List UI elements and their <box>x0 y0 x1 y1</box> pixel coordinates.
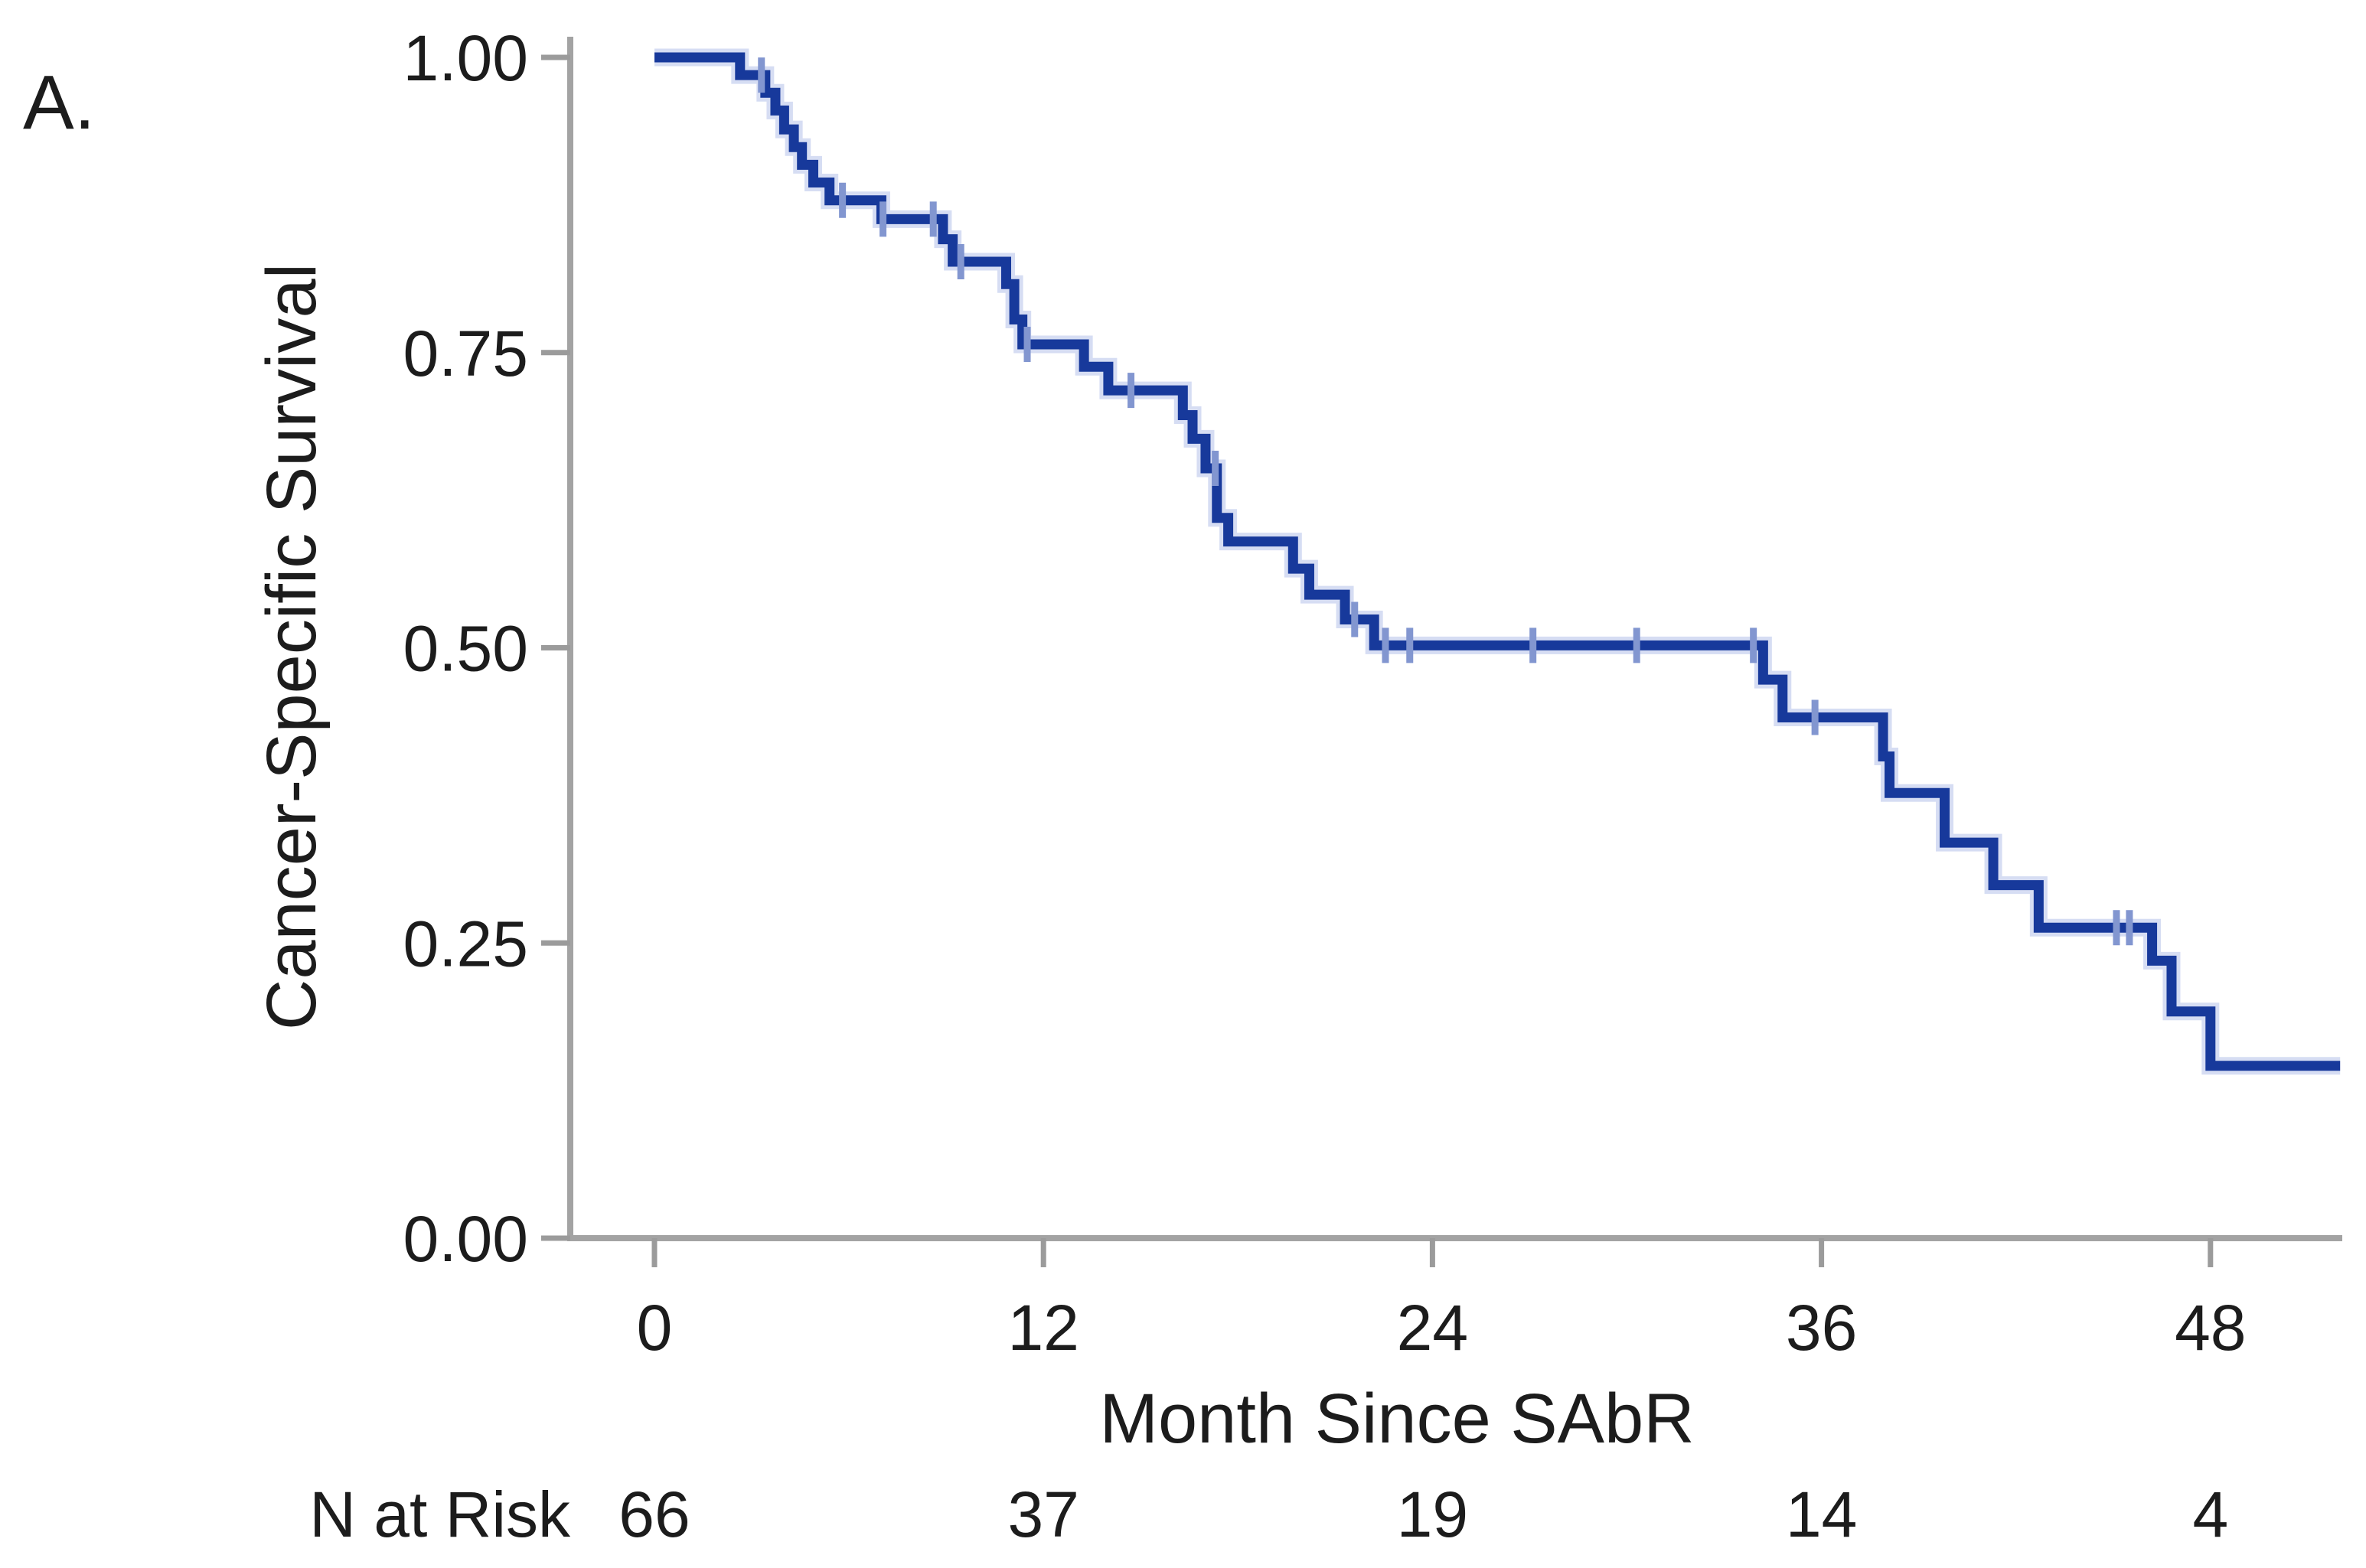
x-tick-label: 12 <box>1007 1292 1079 1364</box>
n-at-risk-count: 66 <box>618 1478 690 1550</box>
survival-curve <box>654 52 2341 1071</box>
x-axis-title: Month Since SAbR <box>1099 1380 1694 1458</box>
y-tick-label: 0.00 <box>403 1203 529 1275</box>
n-at-risk-count: 37 <box>1007 1478 1079 1550</box>
x-tick-label: 36 <box>1786 1292 1857 1364</box>
x-tick-label: 48 <box>2175 1292 2246 1364</box>
panel-label: A. <box>23 60 95 145</box>
x-tick-label: 24 <box>1397 1292 1468 1364</box>
x-axis-ticks: 0 12 24 36 48 <box>637 1238 2247 1364</box>
n-at-risk-count: 4 <box>2192 1478 2228 1550</box>
n-at-risk-count: 14 <box>1786 1478 1857 1550</box>
y-tick-label: 1.00 <box>403 22 529 94</box>
y-tick-label: 0.25 <box>403 908 529 980</box>
y-tick-label: 0.75 <box>403 318 529 390</box>
survival-curve-halo <box>654 48 2341 1075</box>
n-at-risk-count: 19 <box>1397 1478 1468 1550</box>
n-at-risk-row: N at Risk 66 37 19 14 4 <box>309 1478 2228 1550</box>
censor-marks <box>758 57 2133 946</box>
x-tick-label: 0 <box>637 1292 673 1364</box>
n-at-risk-label: N at Risk <box>309 1478 571 1550</box>
y-axis-title: Cancer-Specific Survival <box>253 263 331 1030</box>
y-tick-label: 0.50 <box>403 613 529 685</box>
y-axis-ticks: 0.00 0.25 0.50 0.75 1.00 <box>403 22 570 1275</box>
